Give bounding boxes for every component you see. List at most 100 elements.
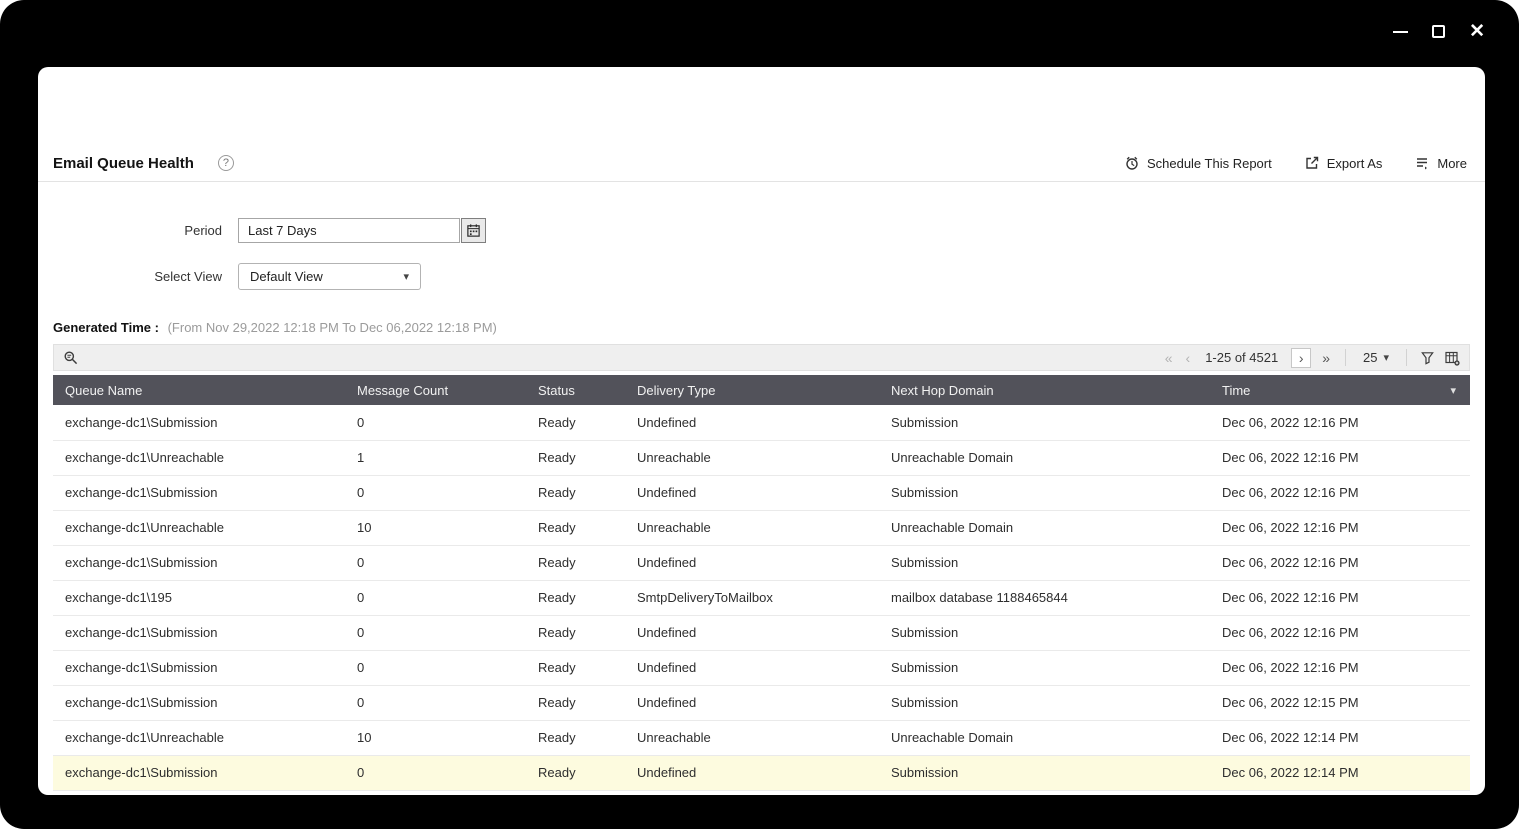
table-row[interactable]: exchange-dc1\Submission 0 Ready Undefined Su… [53, 615, 1470, 651]
more-button[interactable]: More [1414, 155, 1467, 171]
help-icon[interactable]: ? [217, 155, 234, 171]
first-page-button[interactable]: « [1164, 349, 1173, 366]
table-row[interactable]: exchange-dc1\Submission 0 Ready Undefined Su… [53, 475, 1470, 511]
filter-icon [1421, 352, 1434, 365]
table-cell: Ready [526, 685, 625, 721]
action-label: Export As [1326, 155, 1383, 171]
action-label: Schedule This Report [1146, 155, 1272, 171]
table-cell: Undefined [625, 405, 879, 441]
table-cell: Undefined [625, 650, 879, 686]
page-size-select[interactable]: 25 ▾ [1359, 350, 1393, 365]
maximize-button[interactable] [1432, 25, 1446, 38]
column-header-next-hop-domain[interactable]: Next Hop Domain [879, 375, 1210, 405]
table-cell: Ready [526, 405, 625, 441]
minimize-button[interactable] [1393, 30, 1409, 33]
search-icon [64, 351, 78, 364]
period-input[interactable] [238, 218, 460, 243]
minimize-icon [1393, 30, 1409, 33]
table-cell: mailbox database 1188465844 [879, 580, 1210, 616]
column-header-delivery-type[interactable]: Delivery Type [625, 375, 879, 405]
table-cell: Dec 06, 2022 12:16 PM [1210, 650, 1470, 686]
table-row[interactable]: exchange-dc1\195 0 Ready SmtpDeliveryToMail… [53, 580, 1470, 616]
toolbar-divider [1345, 349, 1346, 366]
app-top-bar [38, 67, 1485, 145]
column-chooser-icon [1445, 351, 1460, 366]
view-select-value: Default View [250, 269, 323, 284]
table-cell: Dec 06, 2022 12:16 PM [1210, 440, 1470, 476]
select-view-label: Select View [154, 269, 222, 284]
toolbar-divider [1406, 349, 1407, 366]
table-cell: Dec 06, 2022 12:16 PM [1210, 580, 1470, 616]
clock-icon [1126, 156, 1138, 170]
table-cell: Ready [526, 720, 625, 756]
table-cell: Undefined [625, 685, 879, 721]
period-row: Period [38, 218, 1485, 243]
schedule-report-button[interactable]: Schedule This Report [1124, 155, 1272, 171]
column-header-label: Next Hop Domain [891, 382, 994, 398]
table-row[interactable]: exchange-dc1\Unreachable 10 Ready Unreachab… [53, 720, 1470, 756]
table-cell: exchange-dc1\Submission [53, 685, 345, 721]
close-button[interactable]: ✕ [1469, 21, 1485, 42]
calendar-button[interactable] [461, 218, 486, 243]
table-row[interactable]: exchange-dc1\Submission 0 Ready Undefined Su… [53, 755, 1470, 791]
table-cell: 1 [345, 440, 526, 476]
table-cell: Ready [526, 755, 625, 791]
table-body: exchange-dc1\Submission 0 Ready Undefined Su… [53, 405, 1470, 791]
table-cell: 10 [345, 720, 526, 756]
column-header-message-count[interactable]: Message Count [345, 375, 526, 405]
queue-table: Queue Name Message Count Status Delivery Ty… [53, 375, 1470, 791]
table-cell: Undefined [625, 545, 879, 581]
window-controls: ✕ [1393, 22, 1485, 41]
table-cell: Unreachable [625, 720, 879, 756]
table-cell: 0 [345, 685, 526, 721]
table-cell: Dec 06, 2022 12:16 PM [1210, 405, 1470, 441]
table-cell: Undefined [625, 475, 879, 511]
filter-button[interactable] [1420, 350, 1435, 365]
chevron-down-icon: ▾ [1383, 352, 1389, 364]
table-row[interactable]: exchange-dc1\Submission 0 Ready Undefined Su… [53, 545, 1470, 581]
table-cell: Ready [526, 580, 625, 616]
column-header-queue-name[interactable]: Queue Name [53, 375, 345, 405]
next-page-button[interactable]: › [1291, 347, 1312, 368]
table-row[interactable]: exchange-dc1\Unreachable 1 Ready Unreachabl… [53, 440, 1470, 476]
page-title: Email Queue Health [53, 154, 194, 172]
table-cell: Dec 06, 2022 12:15 PM [1210, 685, 1470, 721]
table-cell: 0 [345, 545, 526, 581]
table-cell: Undefined [625, 615, 879, 651]
maximize-icon [1432, 25, 1446, 38]
table-cell: exchange-dc1\195 [53, 580, 345, 616]
table-row[interactable]: exchange-dc1\Submission 0 Ready Undefined Su… [53, 685, 1470, 721]
column-header-time[interactable]: Time ▾ [1210, 375, 1470, 405]
generated-time-label: Generated Time : [53, 320, 159, 335]
table-cell: Unreachable [625, 510, 879, 546]
table-cell: Submission [879, 405, 1210, 441]
sort-caret-icon[interactable]: ▾ [1450, 385, 1456, 397]
generated-time: Generated Time : (From Nov 29,2022 12:18… [53, 320, 1485, 335]
chevron-down-icon: ▾ [403, 271, 409, 283]
table-cell: exchange-dc1\Submission [53, 615, 345, 651]
period-label: Period [184, 223, 222, 238]
table-cell: Unreachable Domain [879, 720, 1210, 756]
table-cell: 0 [345, 755, 526, 791]
view-select[interactable]: Default View ▾ [238, 263, 421, 290]
calendar-icon [467, 224, 480, 237]
action-label: More [1437, 155, 1467, 171]
table-cell: Unreachable Domain [879, 510, 1210, 546]
table-cell: Undefined [625, 755, 879, 791]
prev-page-button[interactable]: ‹ [1185, 349, 1191, 366]
search-button[interactable] [63, 350, 79, 366]
page-size-value: 25 [1363, 350, 1378, 365]
table-cell: 0 [345, 615, 526, 651]
table-cell: Unreachable Domain [879, 440, 1210, 476]
table-row[interactable]: exchange-dc1\Submission 0 Ready Undefined Su… [53, 405, 1470, 441]
column-header-status[interactable]: Status [526, 375, 625, 405]
column-chooser-button[interactable] [1444, 350, 1460, 366]
table-row[interactable]: exchange-dc1\Unreachable 10 Ready Unreachab… [53, 510, 1470, 546]
column-header-label: Message Count [357, 382, 449, 398]
export-as-button[interactable]: Export As [1304, 155, 1383, 171]
table-cell: SmtpDeliveryToMailbox [625, 580, 879, 616]
table-row[interactable]: exchange-dc1\Submission 0 Ready Undefined Su… [53, 650, 1470, 686]
table-cell: exchange-dc1\Submission [53, 405, 345, 441]
last-page-button[interactable]: » [1322, 349, 1330, 366]
